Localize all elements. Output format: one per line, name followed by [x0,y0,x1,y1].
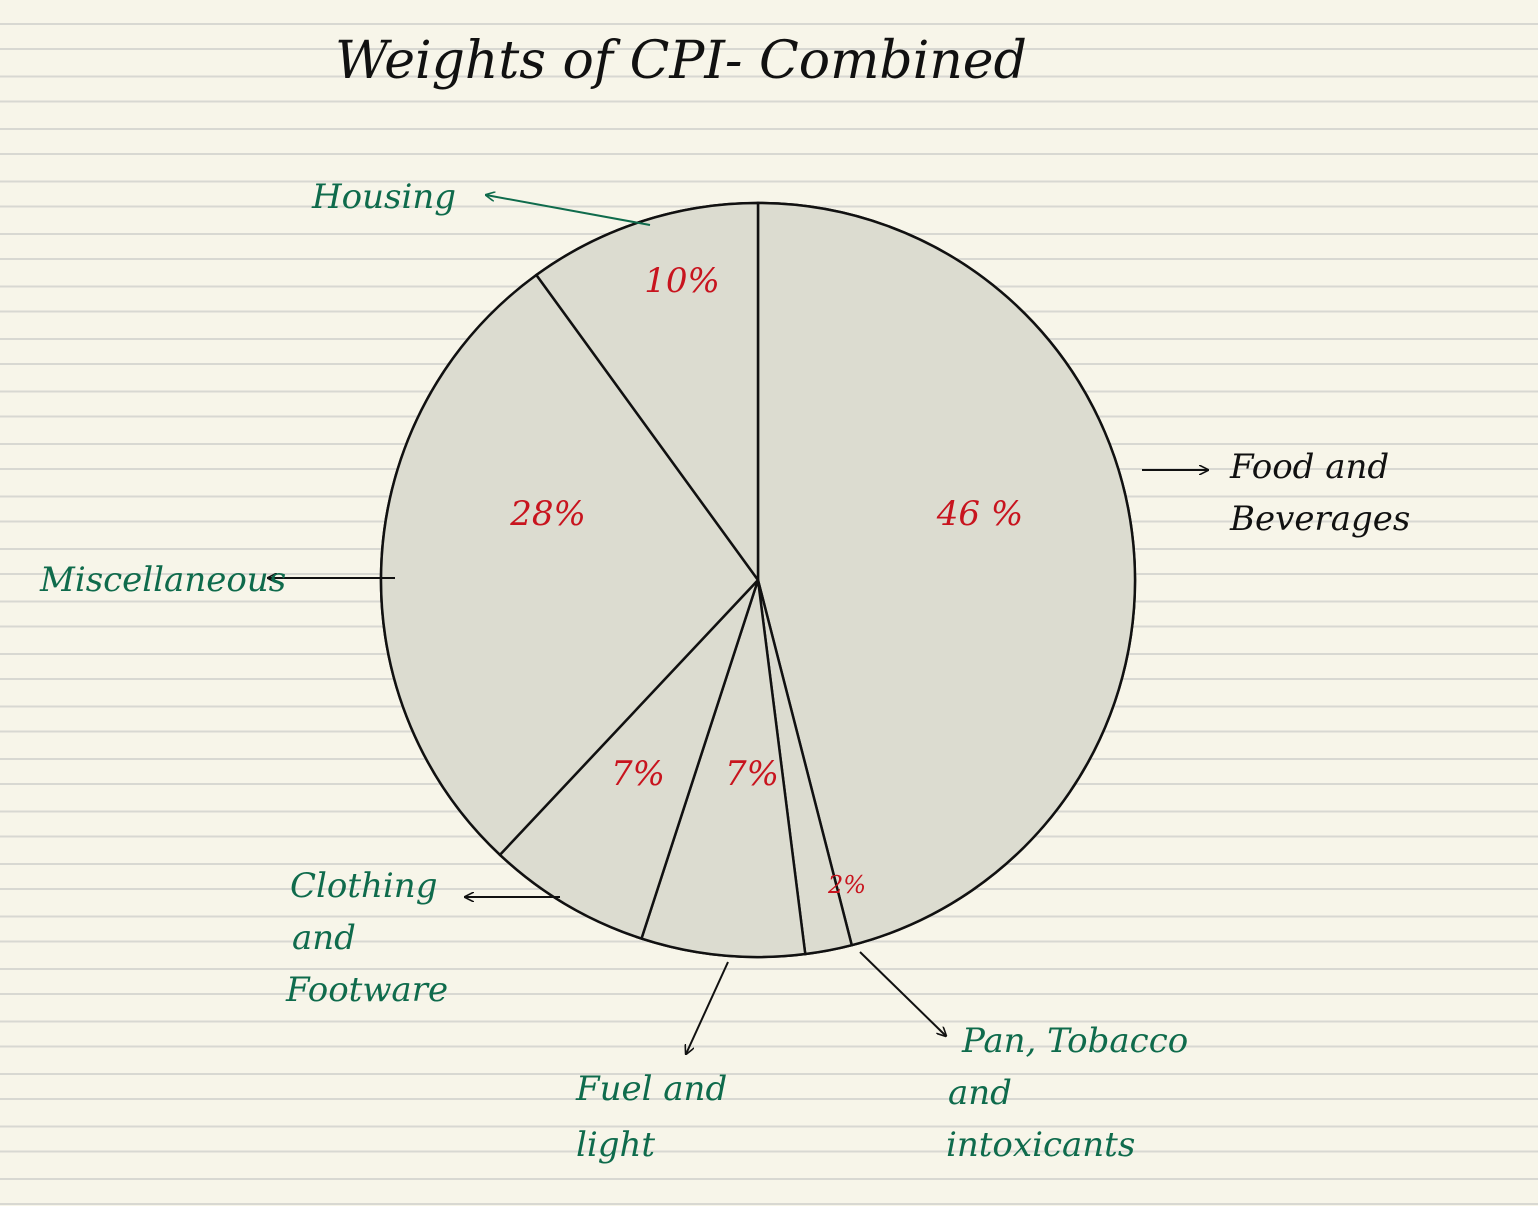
category-label-3: Clothing and Footware [285,866,448,1010]
slice-percent-label-0: 46 % [936,494,1023,534]
slice-percent-label-2: 7% [725,754,779,794]
category-label-5: Housing [311,177,456,217]
category-label-4: Miscellaneous [39,560,286,600]
slice-percent-label-4: 28% [509,494,586,534]
category-label-2: Fuel and light [575,1069,727,1165]
pie-slices [379,201,1137,959]
chart-title: Weights of CPI- Combined [335,31,1027,91]
pan-leader-arrow [859,951,946,1036]
percent-labels: 46 % 2% 7% 7% 28% 10% [509,261,1023,899]
pie-slice-5 [534,201,760,584]
pie-slice-3 [498,579,760,941]
category-labels: Food and Beverages Pan, Tobacco and intoxica… [39,177,1410,1165]
slice-percent-label-1: 2% [827,871,866,899]
category-label-1: Pan, Tobacco and intoxicants [946,1021,1188,1165]
leader-arrows [268,195,1208,1054]
fuel-leader-arrow [686,961,729,1054]
slice-percent-label-3: 7% [611,754,665,794]
pie-slice-0 [756,201,1137,947]
housing-leader-arrow [486,195,651,226]
category-label-0: Food and Beverages [1229,447,1410,539]
pie-slice-4 [379,273,760,857]
slice-percent-label-5: 10% [644,261,720,301]
pie-slice-2 [639,579,807,959]
